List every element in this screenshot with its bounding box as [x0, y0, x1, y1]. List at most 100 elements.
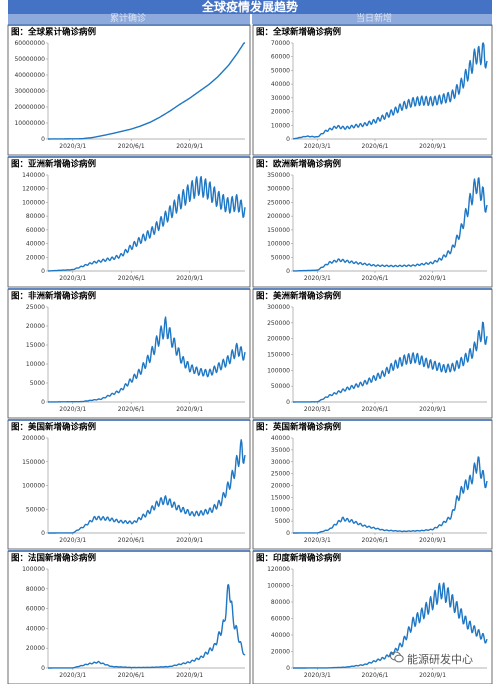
x-tick-label: 2020/3/1 [304, 406, 331, 413]
y-tick-label: 100000 [267, 583, 290, 590]
y-tick-label: 30000 [271, 95, 290, 102]
y-tick-label: 80000 [271, 599, 290, 606]
chart-title: 图：法国新增确诊病例 [11, 553, 97, 564]
y-tick-label: 250000 [267, 320, 290, 327]
series-line [47, 175, 246, 272]
chart-panel-2: 图：亚洲新增确诊病例 0 20000 40000 60000 80000 100000 120… [7, 156, 251, 288]
chart-panel-4: 图：非洲新增确诊病例 0 5000 10000 15000 20000 25000 2020/… [7, 288, 251, 419]
y-tick-label: 300000 [267, 186, 290, 193]
y-tick-label: 5000 [30, 380, 45, 387]
y-tick-label: 35000 [271, 447, 290, 454]
chart-title: 图：欧洲新增确诊病例 [256, 159, 342, 170]
x-tick-label: 2020/6/1 [362, 275, 389, 282]
chart-title: 图：印度新增确诊病例 [256, 553, 342, 564]
x-tick-label: 2020/3/1 [59, 275, 86, 282]
chart-title: 图：英国新增确诊病例 [256, 422, 342, 433]
y-tick-label: 150000 [267, 352, 290, 359]
x-tick-label: 2020/6/1 [118, 275, 145, 282]
y-tick-label: 50000 [271, 67, 290, 74]
y-tick-label: 150000 [22, 459, 45, 466]
y-tick-label: 10000 [271, 122, 290, 129]
y-tick-label: 40000 [26, 241, 45, 248]
y-tick-label: 10000000 [14, 120, 45, 127]
y-tick-label: 20000 [271, 109, 290, 116]
y-tick-label: 0 [286, 530, 290, 537]
watermark: 能源研发中心 [390, 650, 473, 670]
y-tick-label: 100000 [22, 566, 45, 573]
y-tick-label: 60000000 [14, 40, 45, 47]
x-tick-label: 2020/9/1 [419, 672, 446, 679]
y-tick-label: 250000 [267, 199, 290, 206]
chart-title: 图：亚洲新增确诊病例 [11, 159, 97, 170]
y-tick-label: 200000 [267, 336, 290, 343]
y-tick-label: 100000 [22, 199, 45, 206]
series-line [47, 42, 246, 140]
x-tick-label: 2020/9/1 [176, 672, 203, 679]
y-tick-label: 10000 [26, 361, 45, 368]
chart-title: 图：全球累计确诊病例 [11, 27, 97, 38]
x-tick-label: 2020/3/1 [59, 406, 86, 413]
x-tick-label: 2020/9/1 [419, 143, 446, 150]
daily-section-label: 当日新增 [356, 14, 393, 24]
chart-panel-9: 图：印度新增确诊病例 0 20000 40000 60000 80000 100000 120… [252, 550, 493, 684]
y-tick-label: 60000 [26, 606, 45, 613]
y-tick-label: 0 [41, 665, 45, 672]
y-tick-label: 0 [41, 136, 45, 143]
chart-title: 图：全球新增确诊病例 [256, 27, 342, 38]
series-line [292, 177, 488, 272]
x-tick-label: 2020/3/1 [59, 537, 86, 544]
x-tick-label: 2020/9/1 [176, 406, 203, 413]
watermark-text: 能源研发中心 [407, 653, 473, 666]
cumulative-section-label: 累计确诊 [110, 14, 147, 24]
y-tick-label: 30000 [271, 459, 290, 466]
y-tick-label: 200000 [267, 213, 290, 220]
x-tick-label: 2020/6/1 [118, 406, 145, 413]
dashboard-title: 全球疫情发展趋势 [8, 0, 492, 14]
series-line [47, 583, 246, 669]
series-line [292, 456, 488, 534]
y-tick-label: 15000 [271, 494, 290, 501]
y-tick-label: 20000 [26, 254, 45, 261]
chart-panel-0: 图：全球累计确诊病例 0 10000000 20000000 30000000 40000… [7, 24, 251, 156]
series-line [292, 42, 488, 140]
y-tick-label: 100000 [22, 483, 45, 490]
y-tick-label: 25000 [271, 471, 290, 478]
y-tick-label: 0 [286, 665, 290, 672]
y-tick-label: 300000 [267, 304, 290, 311]
series-line [292, 582, 488, 669]
x-tick-label: 2020/9/1 [419, 275, 446, 282]
y-tick-label: 200000 [22, 435, 45, 442]
y-tick-label: 50000 [26, 506, 45, 513]
y-tick-label: 50000000 [14, 56, 45, 63]
x-tick-label: 2020/6/1 [362, 406, 389, 413]
y-tick-label: 0 [286, 268, 290, 275]
x-tick-label: 2020/9/1 [419, 406, 446, 413]
y-tick-label: 50000 [271, 254, 290, 261]
x-tick-label: 2020/6/1 [118, 143, 145, 150]
chart-panel-5: 图：美洲新增确诊病例 0 50000 100000 150000 200000 250000… [252, 288, 493, 419]
y-tick-label: 70000 [271, 40, 290, 47]
y-tick-label: 40000000 [14, 72, 45, 79]
y-tick-label: 80000 [26, 586, 45, 593]
y-tick-label: 40000 [26, 625, 45, 632]
chart-panel-8: 图：法国新增确诊病例 0 20000 40000 60000 80000 100000 202… [7, 550, 251, 684]
y-tick-label: 40000 [271, 435, 290, 442]
y-tick-label: 20000 [271, 483, 290, 490]
y-tick-label: 60000 [26, 227, 45, 234]
y-tick-label: 15000 [26, 342, 45, 349]
y-tick-label: 120000 [22, 186, 45, 193]
x-tick-label: 2020/6/1 [362, 672, 389, 679]
y-tick-label: 20000 [26, 645, 45, 652]
x-tick-label: 2020/9/1 [176, 275, 203, 282]
y-tick-label: 0 [286, 399, 290, 406]
x-tick-label: 2020/6/1 [118, 672, 145, 679]
y-tick-label: 0 [41, 530, 45, 537]
x-tick-label: 2020/9/1 [419, 537, 446, 544]
y-tick-label: 5000 [275, 518, 290, 525]
chart-title: 图：非洲新增确诊病例 [11, 291, 97, 302]
y-tick-label: 50000 [271, 383, 290, 390]
chart-panel-3: 图：欧洲新增确诊病例 0 50000 100000 150000 200000 250000… [252, 156, 493, 288]
x-tick-label: 2020/3/1 [304, 672, 331, 679]
x-tick-label: 2020/3/1 [304, 537, 331, 544]
